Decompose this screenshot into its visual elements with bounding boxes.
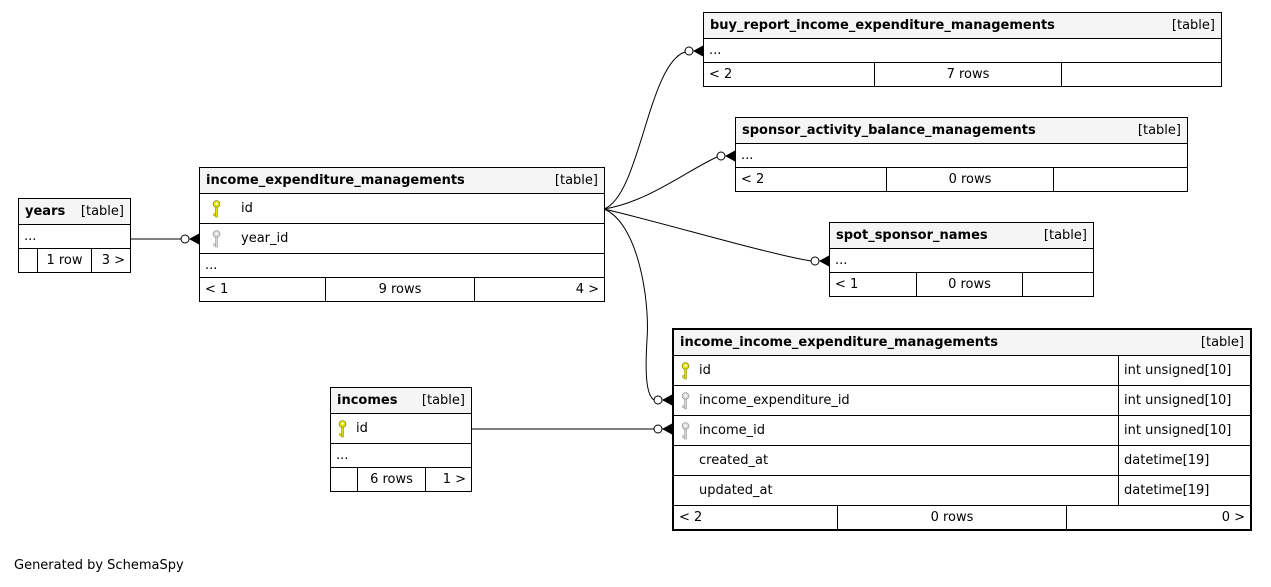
table-name: income_expenditure_managements (206, 173, 465, 188)
table-stats: < 2 7 rows (704, 63, 1221, 86)
stat-parents: < 2 (704, 63, 875, 86)
table-node-income-expenditure-managements[interactable]: income_expenditure_managements [table] i… (199, 167, 605, 302)
column-name: updated_at (699, 483, 773, 498)
table-stats: 6 rows 1 > (331, 468, 471, 491)
column-name: income_id (699, 423, 765, 438)
hidden-columns-row: ... (19, 225, 130, 249)
hidden-columns-row: ... (736, 144, 1187, 168)
foreign-key-icon (681, 391, 692, 410)
column-name: id (241, 201, 253, 216)
stat-rowcount: 1 row (38, 249, 92, 272)
foreign-key-icon (212, 229, 223, 248)
hidden-columns-row: ... (331, 444, 471, 468)
column-name: created_at (699, 453, 769, 468)
table-tag: [table] (1171, 18, 1215, 33)
primary-key-icon (212, 199, 223, 218)
stat-parents: < 1 (830, 273, 917, 296)
hidden-columns-row: ... (704, 39, 1221, 63)
column-row: updated_at datetime[19] (674, 476, 1250, 506)
column-row: id (200, 194, 604, 224)
stat-rowcount: 9 rows (326, 278, 475, 301)
primary-key-icon (338, 419, 349, 438)
stat-children: 1 > (442, 472, 466, 487)
table-name: spot_sponsor_names (836, 228, 988, 243)
table-header[interactable]: years [table] (19, 199, 130, 225)
column-type: int unsigned[10] (1118, 416, 1250, 445)
table-tag: [table] (554, 173, 598, 188)
column-row: id int unsigned[10] (674, 356, 1250, 386)
table-name: income_income_expenditure_managements (680, 335, 998, 350)
stat-rowcount: 0 rows (838, 506, 1067, 529)
fk-endpoint-markers (180, 45, 829, 435)
table-header[interactable]: buy_report_income_expenditure_management… (704, 13, 1221, 39)
stat-parents: < 2 (674, 506, 838, 529)
column-row: income_expenditure_id int unsigned[10] (674, 386, 1250, 416)
column-type: datetime[19] (1118, 446, 1250, 475)
table-stats: < 2 0 rows 0 > (674, 506, 1250, 529)
primary-key-icon (681, 361, 692, 380)
stat-parents (19, 249, 38, 272)
stat-children (1062, 63, 1221, 86)
table-header[interactable]: incomes [table] (331, 388, 471, 414)
table-node-incomes[interactable]: incomes [table] id ... 6 rows 1 > (330, 387, 472, 492)
table-header[interactable]: income_expenditure_managements [table] (200, 168, 604, 194)
stat-children: 4 > (575, 282, 599, 297)
stat-parents: < 1 (200, 278, 326, 301)
column-row: year_id (200, 224, 604, 254)
stat-rowcount: 0 rows (887, 168, 1054, 191)
table-tag: [table] (1137, 123, 1181, 138)
stat-rowcount: 7 rows (875, 63, 1062, 86)
table-name: years (25, 204, 66, 219)
table-header[interactable]: income_income_expenditure_managements [t… (674, 330, 1250, 356)
column-name: year_id (241, 231, 289, 246)
table-node-income-income-expenditure-managements[interactable]: income_income_expenditure_managements [t… (672, 328, 1252, 531)
table-name: buy_report_income_expenditure_management… (710, 18, 1055, 33)
table-name: incomes (337, 393, 398, 408)
table-tag: [table] (421, 393, 465, 408)
stat-children (1054, 168, 1187, 191)
table-node-years[interactable]: years [table] ... 1 row 3 > (18, 198, 131, 273)
column-type: int unsigned[10] (1118, 386, 1250, 415)
column-name: id (699, 363, 711, 378)
stat-children: 3 > (101, 253, 125, 268)
stat-parents (331, 468, 358, 491)
column-name: id (356, 421, 368, 436)
table-node-sponsor-activity-balance-managements[interactable]: sponsor_activity_balance_managements [ta… (735, 117, 1188, 192)
stat-rowcount: 6 rows (358, 468, 426, 491)
column-type: datetime[19] (1118, 476, 1250, 505)
generator-note: Generated by SchemaSpy (14, 558, 184, 573)
table-stats: < 1 9 rows 4 > (200, 278, 604, 301)
table-tag: [table] (80, 204, 124, 219)
table-tag: [table] (1043, 228, 1087, 243)
foreign-key-icon (681, 421, 692, 440)
table-tag: [table] (1200, 335, 1244, 350)
column-type: int unsigned[10] (1118, 356, 1250, 385)
table-node-spot-sponsor-names[interactable]: spot_sponsor_names [table] ... < 1 0 row… (829, 222, 1094, 297)
table-stats: < 1 0 rows (830, 273, 1093, 296)
stat-rowcount: 0 rows (917, 273, 1023, 296)
column-name: income_expenditure_id (699, 393, 850, 408)
table-stats: 1 row 3 > (19, 249, 130, 272)
table-stats: < 2 0 rows (736, 168, 1187, 191)
hidden-columns-row: ... (830, 249, 1093, 273)
table-name: sponsor_activity_balance_managements (742, 123, 1036, 138)
stat-children: 0 > (1221, 510, 1245, 525)
column-row: id (331, 414, 471, 444)
hidden-columns-row: ... (200, 254, 604, 278)
table-header[interactable]: spot_sponsor_names [table] (830, 223, 1093, 249)
column-row: income_id int unsigned[10] (674, 416, 1250, 446)
stat-children (1023, 273, 1093, 296)
stat-parents: < 2 (736, 168, 887, 191)
table-node-buy-report-income-expenditure-managements[interactable]: buy_report_income_expenditure_management… (703, 12, 1222, 87)
column-row: created_at datetime[19] (674, 446, 1250, 476)
table-header[interactable]: sponsor_activity_balance_managements [ta… (736, 118, 1187, 144)
